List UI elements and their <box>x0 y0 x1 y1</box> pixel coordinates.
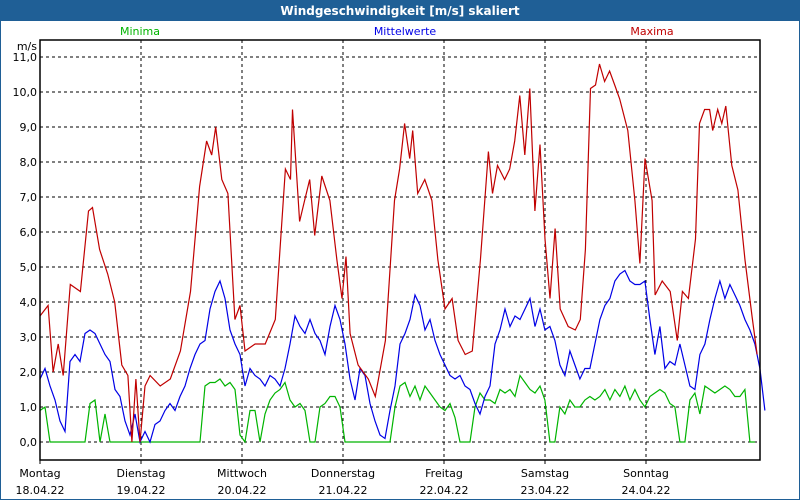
window-title: Windgeschwindigkeit [m/s] skaliert <box>1 1 799 21</box>
series-line-maxima <box>39 63 758 443</box>
y-tick-label: 5,0 <box>20 261 38 274</box>
day-name-label: Donnerstag <box>311 467 375 480</box>
legend-minima: Minima <box>120 25 160 38</box>
day-date-label: 22.04.22 <box>420 484 469 497</box>
day-name-label: Freitag <box>425 467 463 480</box>
legend-mittelwerte: Mittelwerte <box>374 25 437 38</box>
y-tick-label: 7,0 <box>20 191 38 204</box>
y-tick-label: 4,0 <box>20 296 38 309</box>
day-date-label: 18.04.22 <box>16 484 65 497</box>
series-line-mittelwerte <box>39 269 766 444</box>
y-axis-unit: m/s <box>17 40 37 53</box>
day-date-label: 24.04.22 <box>622 484 671 497</box>
y-tick-label: 11,0 <box>13 51 38 64</box>
y-tick-label: 6,0 <box>20 226 38 239</box>
day-date-label: 21.04.22 <box>319 484 368 497</box>
day-name-label: Samstag <box>521 467 569 480</box>
y-tick-label: 1,0 <box>20 401 38 414</box>
day-name-label: Montag <box>19 467 60 480</box>
y-tick-label: 3,0 <box>20 331 38 344</box>
y-tick-label: 9,0 <box>20 121 38 134</box>
series-line-minima <box>39 374 755 444</box>
y-tick-label: 10,0 <box>13 86 38 99</box>
day-name-label: Mittwoch <box>217 467 267 480</box>
y-tick-label: 0,0 <box>20 436 38 449</box>
y-tick-label: 2,0 <box>20 366 38 379</box>
day-name-label: Dienstag <box>116 467 165 480</box>
day-date-label: 20.04.22 <box>218 484 267 497</box>
legend-maxima: Maxima <box>630 25 673 38</box>
y-tick-label: 8,0 <box>20 156 38 169</box>
plot-frame <box>39 39 761 461</box>
day-date-label: 19.04.22 <box>117 484 166 497</box>
day-date-label: 23.04.22 <box>521 484 570 497</box>
day-name-label: Sonntag <box>623 467 669 480</box>
